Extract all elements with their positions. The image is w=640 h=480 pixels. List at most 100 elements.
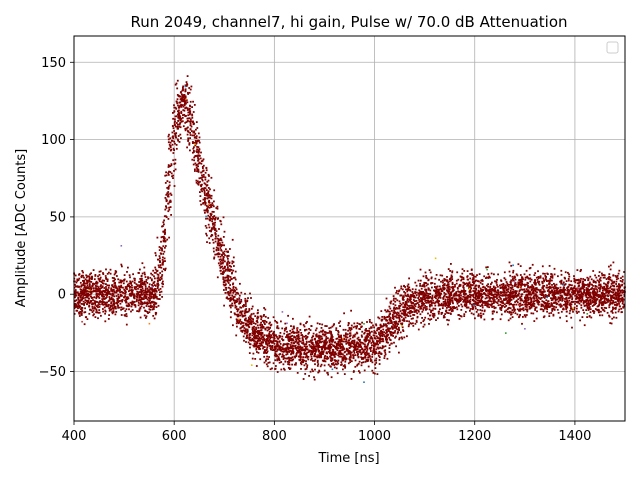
data-point (276, 348, 279, 351)
data-point (387, 310, 389, 313)
data-point (306, 351, 309, 354)
data-point (589, 281, 591, 284)
data-point (388, 344, 391, 347)
data-point (317, 347, 319, 349)
data-point (76, 309, 79, 312)
data-point (372, 372, 375, 374)
data-point (319, 351, 322, 354)
data-point (299, 350, 302, 353)
data-point (509, 293, 512, 295)
data-point (576, 312, 578, 314)
data-point (425, 284, 428, 287)
data-point (257, 337, 260, 340)
data-point (442, 303, 445, 305)
data-point (318, 346, 321, 349)
data-point (167, 195, 169, 198)
data-point (264, 323, 266, 325)
data-point (555, 283, 558, 286)
data-point (104, 309, 107, 312)
data-point (404, 305, 407, 308)
data-point (324, 333, 327, 335)
data-point (563, 291, 565, 294)
data-point (571, 326, 573, 329)
data-point (603, 274, 606, 277)
data-point (230, 265, 232, 268)
data-point (529, 302, 531, 304)
data-point (158, 259, 161, 262)
data-point (524, 283, 527, 286)
data-point (168, 208, 171, 211)
data-point (181, 116, 184, 119)
data-point (544, 304, 547, 307)
data-point (381, 316, 384, 318)
data-point (562, 281, 565, 284)
data-point (393, 326, 395, 329)
data-point (603, 301, 606, 303)
data-point (438, 278, 440, 281)
data-point (601, 274, 604, 277)
data-point (326, 372, 329, 374)
data-point (167, 185, 170, 188)
data-point (137, 272, 140, 274)
data-point (331, 348, 334, 351)
data-point (91, 305, 94, 308)
data-point (268, 342, 270, 345)
data-point (94, 285, 97, 287)
data-point (152, 269, 155, 272)
data-point (530, 306, 533, 309)
data-point (255, 328, 258, 330)
data-point (208, 175, 210, 177)
data-point (246, 335, 248, 337)
data-point (155, 306, 158, 308)
data-point (183, 94, 185, 96)
data-point (113, 277, 115, 280)
data-point (330, 334, 333, 337)
data-point (76, 278, 79, 281)
data-point (534, 307, 537, 310)
data-point (105, 296, 108, 298)
data-point (486, 305, 489, 308)
data-point (368, 334, 371, 337)
data-point (335, 343, 338, 346)
data-point (303, 343, 306, 346)
data-point (182, 105, 185, 108)
data-point (483, 318, 486, 321)
data-point (348, 322, 350, 325)
data-point (529, 267, 532, 269)
data-point (120, 308, 122, 311)
data-point (488, 288, 491, 291)
data-point (505, 281, 508, 283)
data-point (513, 296, 516, 298)
data-point (268, 331, 271, 333)
data-point (164, 267, 167, 270)
data-point (200, 160, 203, 163)
data-point (163, 257, 166, 260)
data-point (165, 200, 168, 203)
data-point (387, 327, 389, 330)
data-point (423, 298, 426, 301)
data-point (143, 283, 146, 285)
data-point (214, 228, 217, 230)
data-point (422, 275, 425, 278)
data-point (177, 113, 179, 116)
data-point (533, 300, 536, 302)
data-point (251, 332, 254, 334)
data-point (280, 361, 283, 363)
data-point (568, 289, 571, 292)
data-point (101, 291, 103, 293)
data-point (564, 288, 567, 291)
data-point (609, 278, 612, 281)
data-point (574, 292, 576, 295)
data-point (566, 287, 568, 289)
data-point (399, 302, 402, 305)
data-point (313, 355, 316, 358)
data-point (439, 294, 442, 297)
data-point (428, 269, 431, 271)
data-point (469, 300, 472, 303)
data-point (301, 334, 303, 336)
data-point (447, 298, 450, 301)
data-point (486, 266, 489, 268)
data-point (535, 306, 537, 309)
data-point (276, 326, 279, 328)
data-point (363, 369, 366, 372)
